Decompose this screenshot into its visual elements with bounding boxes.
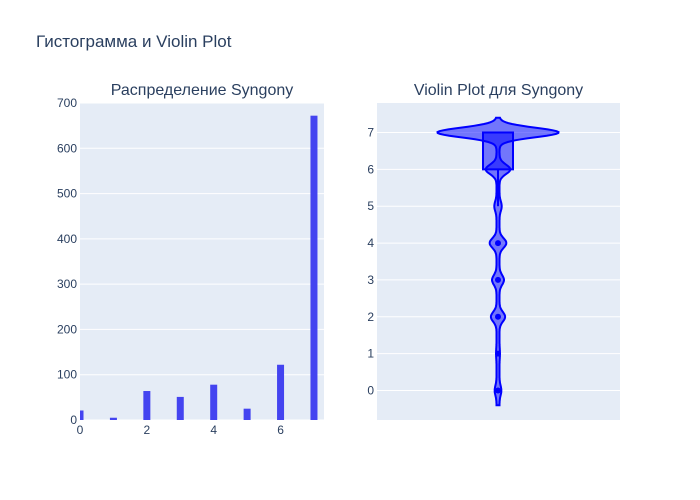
violin-point: [495, 350, 501, 357]
histogram-bar: [109, 417, 117, 420]
y-tick-label: 500: [57, 187, 77, 201]
histogram-bar: [310, 115, 318, 421]
histogram-y-ticks: 0 100 200 300 400 500 600 700: [57, 96, 77, 427]
histogram-panel: 0 100 200 300 400 500 600 700 0 2 4 6 Распределени…: [57, 82, 324, 437]
x-tick-label: 4: [210, 423, 217, 437]
violin-points: [495, 240, 501, 394]
violin-panel: 0 1 2 3 4 5 6 7 Violin Plot для Syngony: [367, 82, 620, 420]
violin-box: [482, 131, 514, 207]
y-tick-label: 400: [57, 232, 77, 246]
y-tick-label: 3: [367, 273, 374, 287]
y-tick-label: 200: [57, 322, 77, 336]
histogram-bar: [80, 410, 84, 420]
y-tick-label: 0: [367, 384, 374, 398]
y-tick-label: 700: [57, 96, 77, 110]
violin-box-iqr: [482, 131, 514, 171]
histogram-bar: [210, 384, 218, 420]
y-tick-label: 0: [70, 413, 77, 427]
y-tick-label: 6: [367, 162, 374, 176]
page-title: Гистограмма и Violin Plot: [36, 32, 232, 51]
violin-y-ticks: 0 1 2 3 4 5 6 7: [367, 125, 374, 397]
violin-point: [495, 240, 501, 247]
y-tick-label: 7: [367, 125, 374, 139]
histogram-bar: [143, 391, 151, 420]
histogram-bar: [277, 364, 285, 420]
y-tick-label: 5: [367, 199, 374, 213]
histogram-bar: [243, 408, 251, 420]
violin-title: Violin Plot для Syngony: [414, 82, 583, 99]
x-tick-label: 2: [144, 423, 151, 437]
y-tick-label: 4: [367, 236, 374, 250]
violin-point: [495, 387, 501, 394]
y-tick-label: 100: [57, 368, 77, 382]
y-tick-label: 600: [57, 141, 77, 155]
histogram-bar: [176, 396, 184, 420]
histogram-x-ticks: 0 2 4 6: [77, 423, 285, 437]
violin-point: [495, 313, 501, 320]
violin-point: [495, 276, 501, 283]
histogram-plot-area: [80, 103, 324, 420]
histogram-title: Распределение Syngony: [111, 82, 293, 99]
y-tick-label: 1: [367, 347, 374, 361]
histogram-gridlines: [80, 102, 324, 421]
x-tick-label: 6: [277, 423, 284, 437]
histogram-bars: [80, 115, 318, 421]
violin-shape: [436, 116, 560, 407]
y-tick-label: 2: [367, 310, 374, 324]
y-tick-label: 300: [57, 277, 77, 291]
x-tick-label: 0: [77, 423, 84, 437]
